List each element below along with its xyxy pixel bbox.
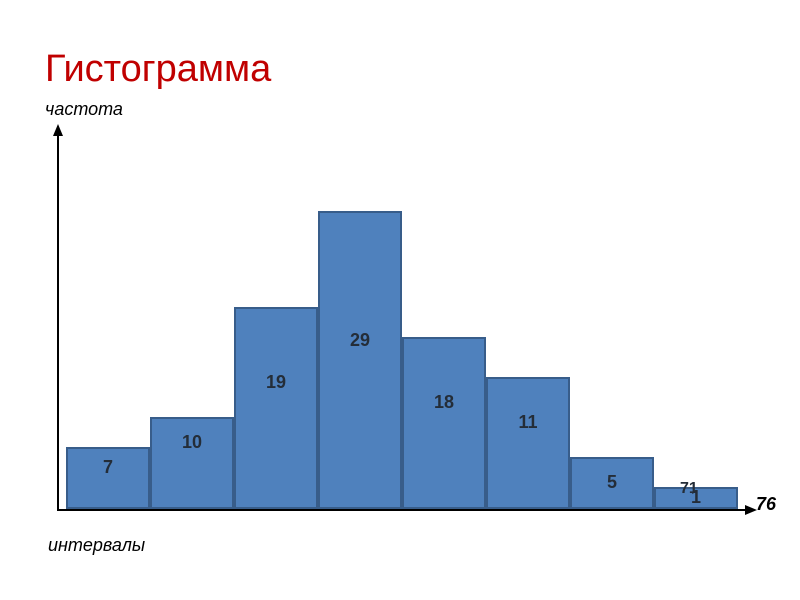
y-axis-label: частота [45,99,123,120]
histogram-bar-label: 19 [234,372,318,393]
histogram-bar-label: 11 [486,412,570,433]
histogram-bar [402,337,486,509]
histogram-bar [150,417,234,509]
y-axis [57,133,59,511]
y-axis-arrow-icon [53,124,63,136]
histogram-bar-label: 10 [150,432,234,453]
chart-stage: Гистограмма частота 710192918115171 76 и… [0,0,800,600]
histogram-bar-label: 5 [570,472,654,493]
histogram-bar [318,211,402,509]
histogram-bar-label: 7 [66,457,150,478]
chart-title: Гистограмма [45,48,271,91]
histogram-bar [234,307,318,509]
histogram-bar [486,377,570,509]
x-axis [57,509,747,511]
histogram-bar-label: 18 [402,392,486,413]
histogram-bar-label: 29 [318,330,402,351]
x-axis-label: интервалы [48,535,145,556]
histogram-extra-label: 71 [680,480,698,498]
x-axis-end-label: 76 [756,494,776,515]
